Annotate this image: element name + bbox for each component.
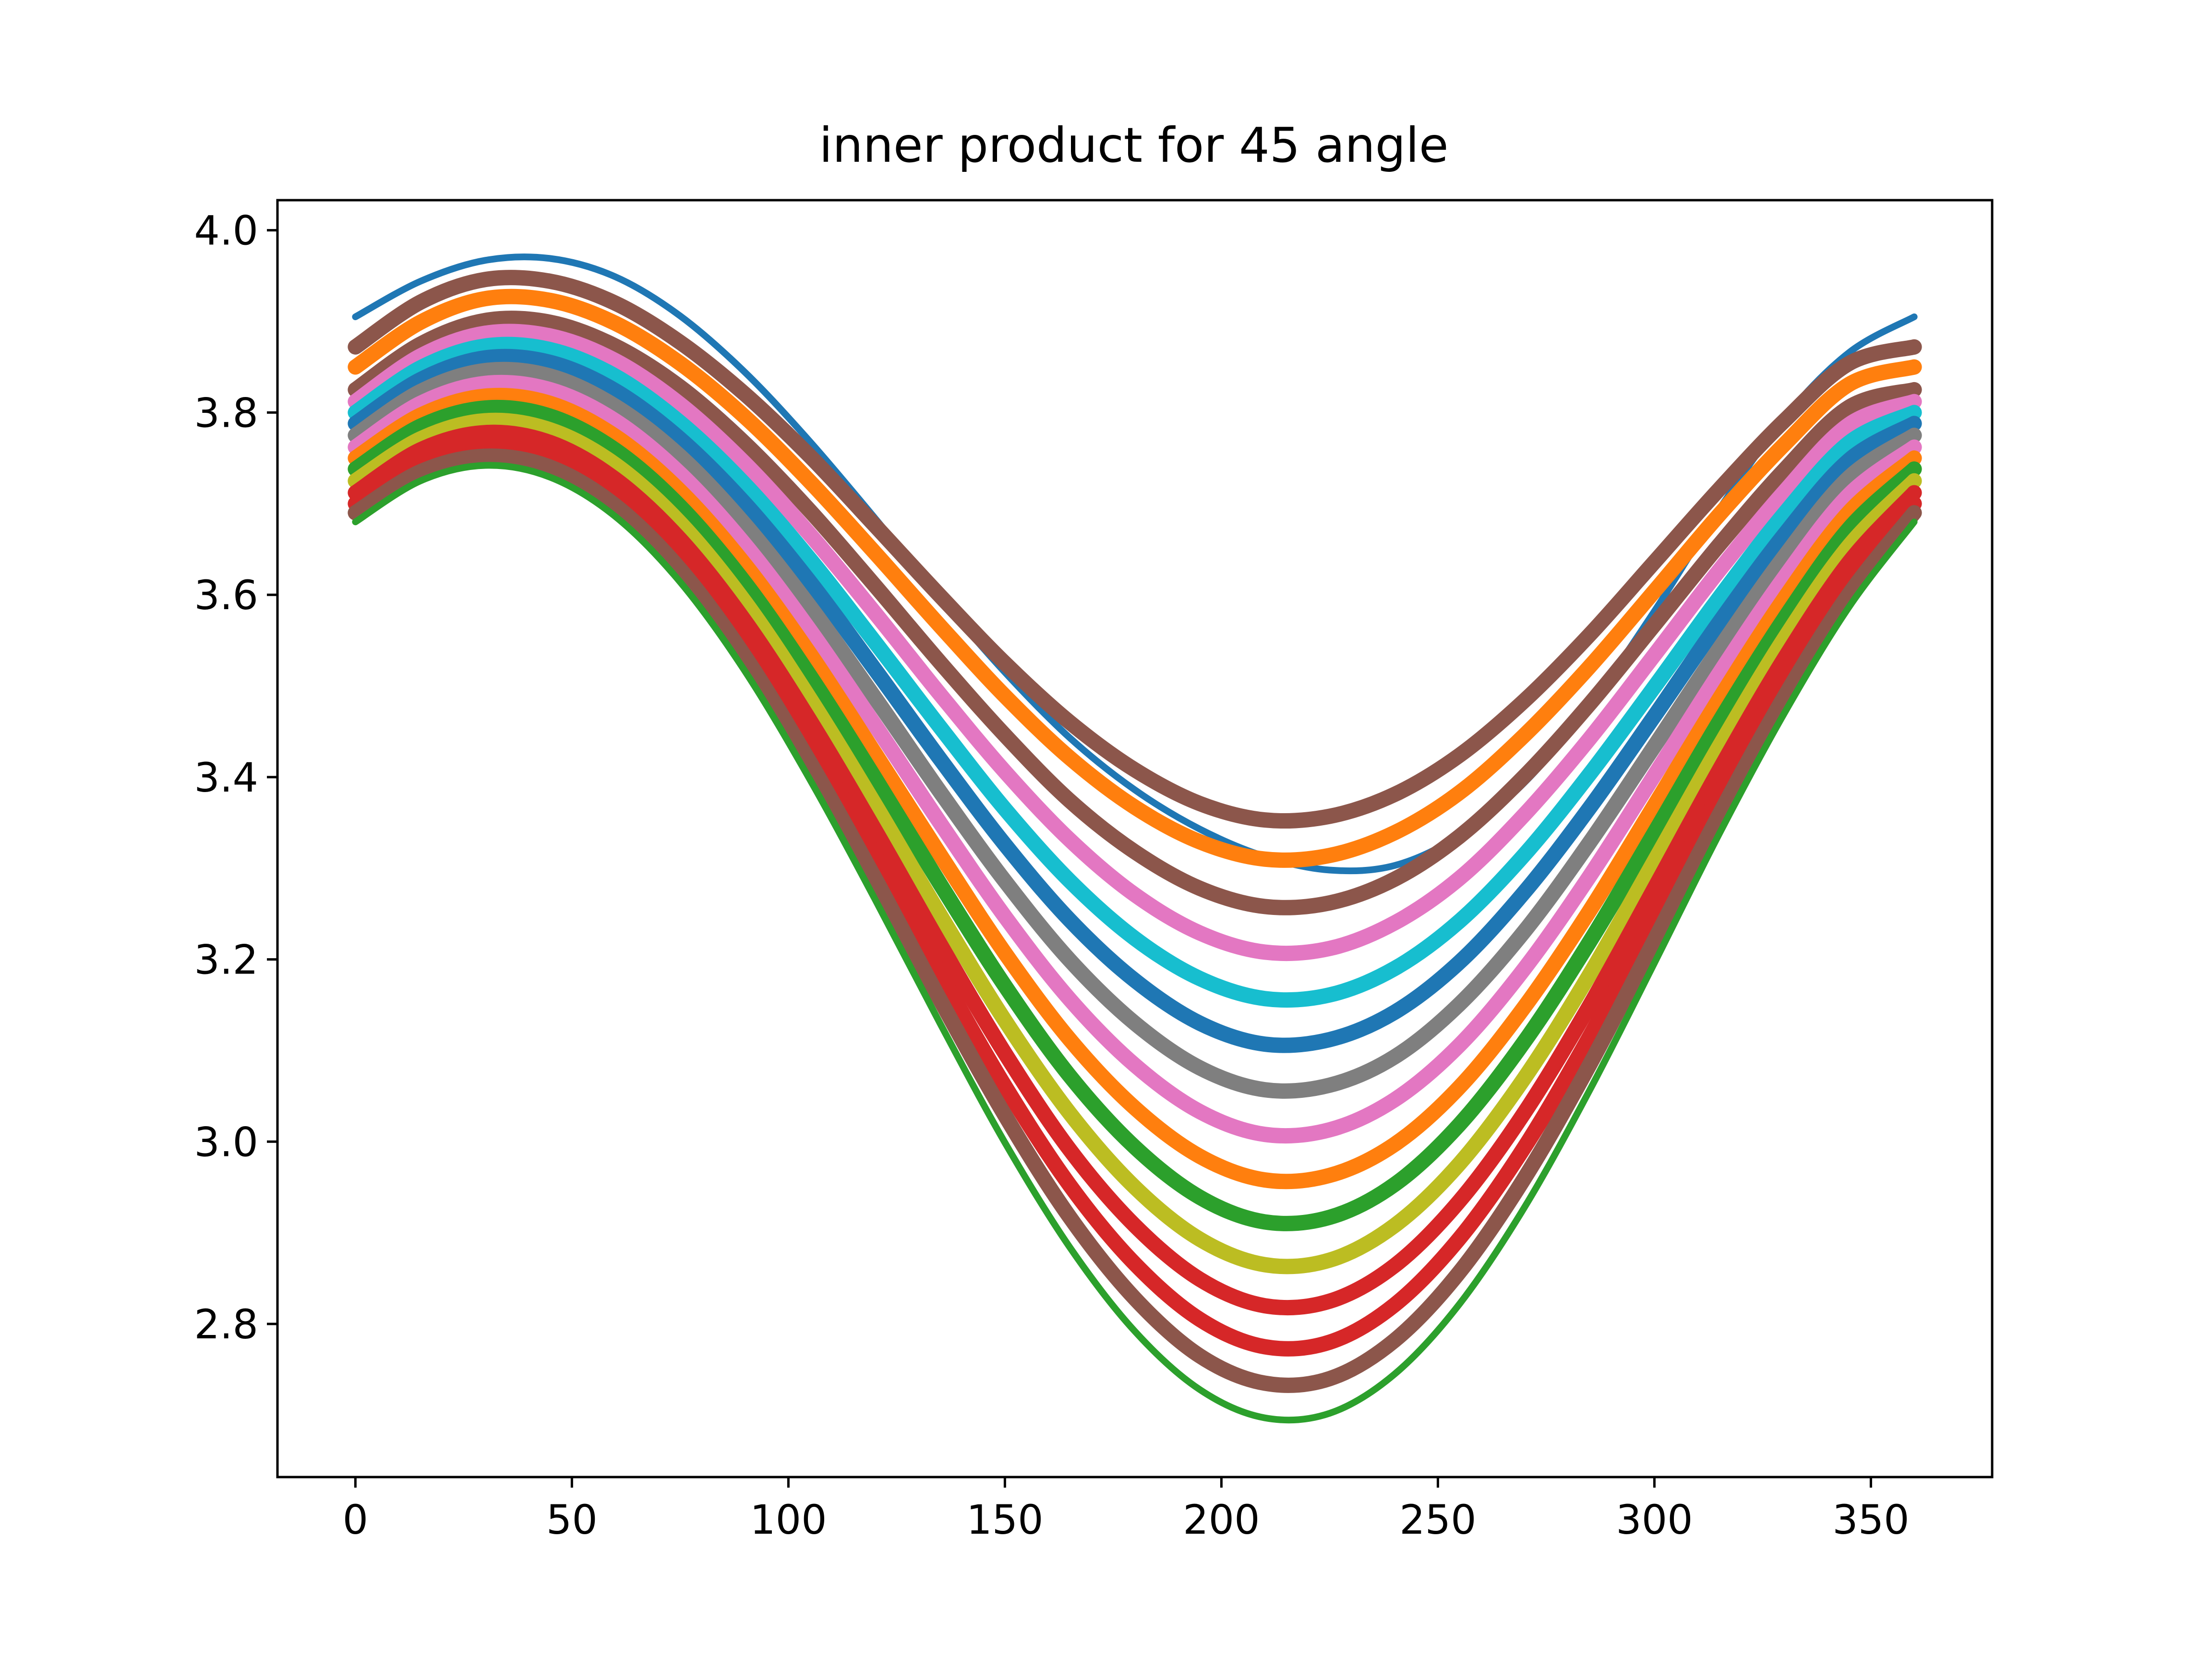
series-line-7	[348, 387, 1922, 1190]
series-line-13	[348, 311, 1922, 915]
y-tick-label: 3.8	[194, 389, 258, 436]
series-line-12	[348, 324, 1922, 962]
x-tick-label: 50	[546, 1496, 598, 1543]
series-line-3	[348, 436, 1922, 1357]
y-tick-label: 3.6	[194, 572, 258, 619]
y-tick-label: 2.8	[194, 1301, 258, 1348]
y-tick-label: 3.4	[194, 754, 258, 801]
series-line-16	[352, 253, 1918, 875]
y-axis: 2.8 3.0 3.2 3.4 3.6 3.8 4.0	[194, 207, 277, 1348]
series-line-2	[348, 448, 1922, 1393]
series-line-5	[348, 412, 1922, 1274]
plot-frame	[276, 199, 1994, 1479]
series-line-4	[348, 424, 1922, 1316]
x-tick-label: 350	[1832, 1496, 1909, 1543]
x-tick-label: 100	[750, 1496, 827, 1543]
y-tick-label: 4.0	[194, 207, 258, 254]
series-line-9	[348, 361, 1922, 1099]
x-axis: 0 50 100 150 200 250 300 350	[343, 1477, 1910, 1543]
series-line-8	[348, 374, 1922, 1144]
x-tick-label: 250	[1399, 1496, 1476, 1543]
series-line-11	[348, 337, 1922, 1008]
series-line-14	[348, 289, 1922, 868]
x-tick-label: 150	[966, 1496, 1043, 1543]
series-layer	[348, 253, 1922, 1424]
y-tick-label: 3.0	[194, 1118, 258, 1166]
series-line-10	[348, 349, 1922, 1053]
series-line-6	[348, 399, 1922, 1231]
x-tick-label: 300	[1616, 1496, 1693, 1543]
x-tick-label: 200	[1183, 1496, 1260, 1543]
series-line-1	[352, 462, 1918, 1424]
y-tick-label: 3.2	[194, 937, 258, 984]
chart-title: inner product for 45 angle	[819, 117, 1448, 173]
series-line-15	[348, 270, 1922, 829]
x-tick-label: 0	[343, 1496, 368, 1543]
